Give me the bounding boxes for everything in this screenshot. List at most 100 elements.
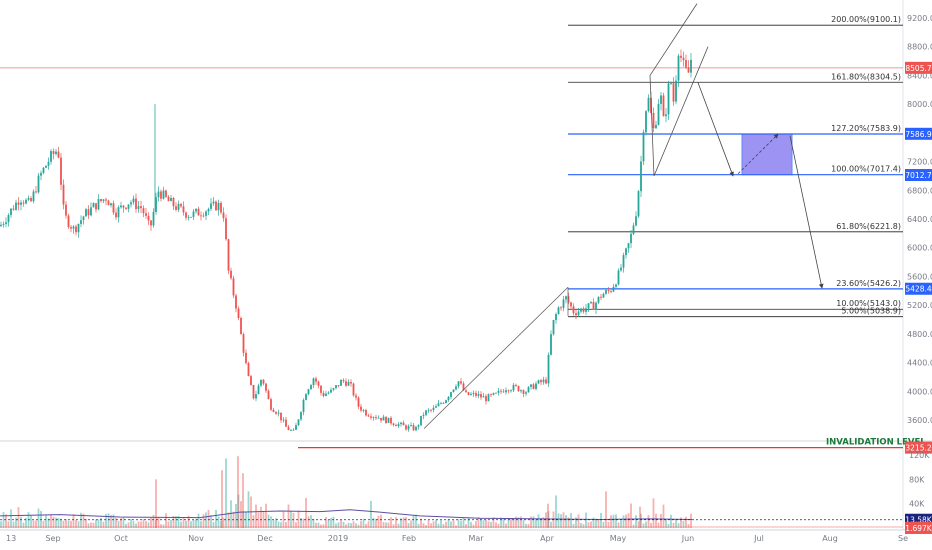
candle-body-down [235,295,237,309]
candle-body-down [480,394,482,398]
volume-bar-down [627,513,630,528]
price-badge-label: 7586.9 [905,130,931,139]
candle-body-up [312,378,315,386]
candle-body-down [220,202,222,213]
candle-body-up [205,211,207,216]
candle-body-down [685,60,687,68]
candle-body-up [155,197,157,212]
candle-body-up [447,396,450,401]
volume-bar-up [535,519,537,528]
volume-bar-down [380,514,382,528]
volume-bar-down [495,522,497,528]
volume-bar-down [587,522,590,528]
volume-bar-up [132,521,135,528]
price-badge [905,282,932,295]
candle-body-up [190,216,192,218]
volume-bar-down [630,503,632,528]
candle-body-down [315,378,317,382]
volume-bar-down [395,517,397,528]
candle-body-up [580,308,582,312]
volume-bar-up [575,517,577,528]
volume-bar-spike [155,479,157,528]
volume-bar-up [370,500,372,528]
candle-body-up [255,394,257,399]
candle-body-up [347,382,350,386]
time-axis-tick: Aug [822,534,838,543]
candle-body-up [407,425,410,430]
volume-bar-up [37,508,40,528]
volume-bar-up [362,518,365,528]
volume-bar-spike [237,456,239,528]
volume-bar-up [585,512,587,528]
candle-body-up [25,199,27,204]
volume-bar-up [242,511,245,528]
candle-body-down [545,379,547,384]
volume-bar-up [192,519,195,528]
candle-body-up [495,392,497,394]
candle-body-up [417,425,420,427]
candle-body-down [662,95,665,117]
volume-bar-up [355,523,357,528]
price-axis-tick: 6400.0 [907,215,932,224]
candle-body-up [130,202,132,205]
volume-bar-down [62,520,65,528]
volume-bar-down [287,504,290,528]
price-axis-tick: 6800.0 [907,186,932,195]
time-axis-tick: Dec [257,534,272,543]
candle-body-up [330,389,332,393]
volume-bar-up [350,523,352,528]
volume-bar-down [625,514,627,528]
volume-bar-up [570,513,572,528]
volume-bar-down [405,516,407,528]
candle-body-down [272,409,275,412]
candle-body-up [97,199,100,210]
volume-bar-up [500,517,502,528]
volume-bar-up [675,519,677,528]
candle-body-up [640,161,642,192]
candle-body-down [610,291,612,292]
volume-bar-up [440,520,442,528]
volume-bar-down [187,515,190,528]
candle-body-up [530,384,532,387]
volume-bar-up [87,523,90,528]
candle-body-down [267,390,270,400]
volume-bar-down [155,520,157,528]
volume-bar-up [522,520,525,528]
volume-bar-up [290,510,292,528]
volume-bar-down [497,523,500,528]
volume-bar-up [612,514,615,528]
volume-bar-down [32,520,35,528]
candle-body-up [587,303,590,309]
candle-body-up [302,400,305,413]
candle-body-up [432,407,435,410]
volume-bar-down [152,514,155,528]
candle-body-up [590,301,592,304]
price-axis-tick: 9200.0 [907,14,932,23]
volume-bar-down [302,518,305,528]
volume-bar-up [555,495,557,528]
candle-body-up [492,392,495,395]
volume-bar-up [0,521,2,528]
candle-body-down [262,379,265,384]
time-axis-tick: Jul [753,534,764,543]
candle-body-up [72,226,75,229]
candle-body-up [670,83,672,84]
channel-line-upper [649,3,698,76]
volume-bar-up [470,522,472,528]
candle-body-up [602,293,605,298]
volume-bar-down [322,524,325,528]
candle-body-up [637,191,640,217]
candle-body-down [567,296,570,303]
volume-bar-up [670,514,672,528]
candle-body-down [112,203,115,213]
volume-axis-tick: 120K [909,451,930,460]
candle-body-up [597,296,600,303]
volume-bar-down [520,516,522,528]
candle-body-down [35,191,37,193]
candle-body-down [145,213,147,216]
volume-bar-up [190,521,192,528]
volume-bar-down [5,514,7,528]
volume-bar-down [365,523,367,528]
volume-bar-down [325,517,327,528]
